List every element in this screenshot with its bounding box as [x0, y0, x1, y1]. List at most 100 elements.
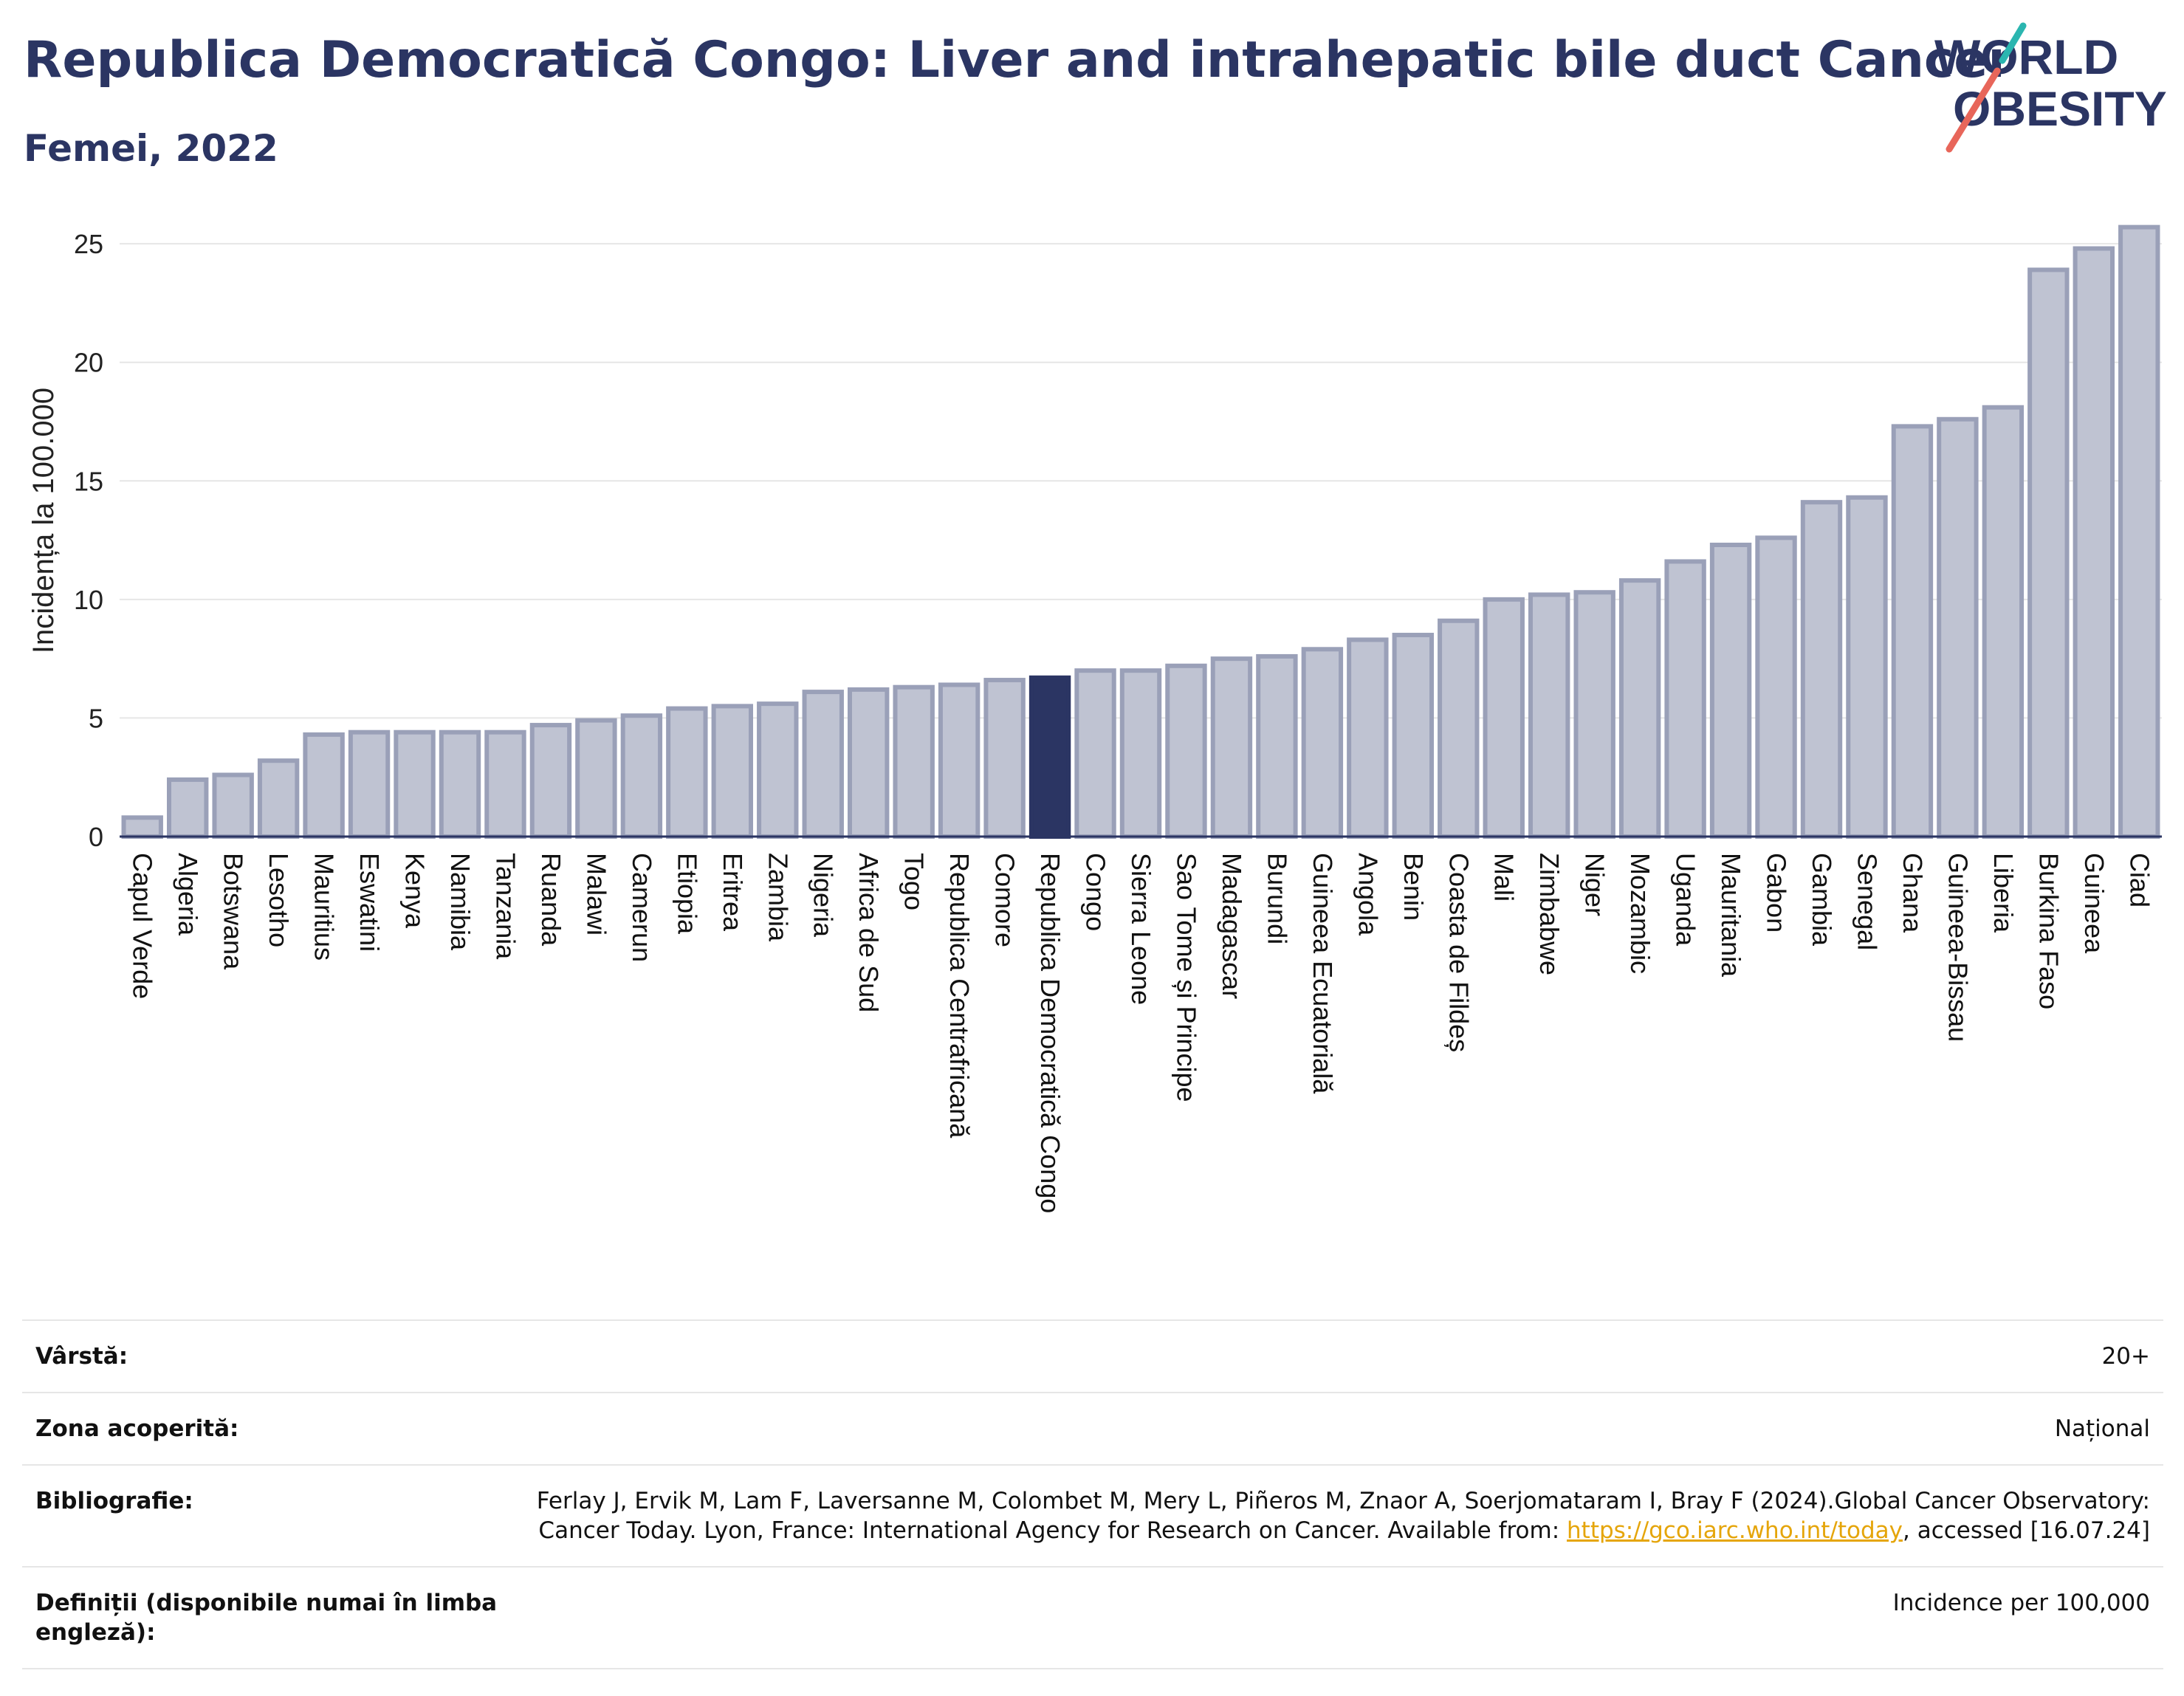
bar-camerun [620, 713, 663, 840]
x-tick-label: Madagascar [1217, 853, 1247, 999]
x-tick-label: Togo [899, 853, 930, 910]
bar-capul-verde [121, 815, 163, 840]
bar-guineea-ecuatorial- [1301, 647, 1344, 839]
bar-sao-tome-i-principe [1165, 663, 1207, 839]
bibliography-text: Ferlay J, Ervik M, Lam F, Laversanne M, … [536, 1488, 2150, 1544]
bar-niger [1573, 590, 1615, 839]
bar-mali [1483, 597, 1525, 839]
bar-uganda [1664, 559, 1706, 839]
metadata-table: Vârstă: 20+ Zona acoperită: Național Bib… [22, 1319, 2163, 1669]
logo-slash-red [1946, 67, 2001, 153]
x-tick-label: Kenya [400, 853, 430, 929]
bar-guineea-bissau [1937, 416, 1979, 839]
x-tick-label: Coasta de Fildeș [1443, 853, 1474, 1052]
bar-mozambic [1618, 578, 1661, 840]
chart-title: Republica Democratică Congo: Liver and i… [24, 31, 2013, 89]
bar-lesotho [257, 758, 300, 839]
x-tick-label: Ghana [1898, 853, 1928, 933]
x-tick-label: Guineea Ecuatorială [1308, 853, 1338, 1094]
bar-comore [983, 678, 1026, 839]
bars [120, 224, 2162, 840]
bar-gambia [1800, 500, 1843, 840]
x-tick-label: Capul Verde [128, 853, 158, 999]
bar-republica-democratic-congo [1029, 675, 1071, 839]
x-tick-label: Namibia [445, 853, 475, 951]
x-tick-label: Mauritania [1716, 853, 1746, 978]
bar-chart: 0 5 10 15 20 25 Capul Verde Algeria Botswana Les… [27, 224, 2162, 1213]
x-tick-label: Gambia [1807, 853, 1837, 947]
bibliography-label: Bibliografie: [35, 1488, 193, 1514]
x-tick-label: Mauritius [309, 853, 340, 961]
bar-tanzania [484, 729, 526, 840]
area-label: Zona acoperită: [35, 1415, 239, 1442]
bar-nigeria [802, 690, 844, 839]
bar-coasta-de-filde- [1438, 618, 1480, 839]
bar-malawi [575, 718, 617, 840]
bar-guineea [2073, 246, 2115, 839]
y-axis-label: Incidența la 100.000 [27, 388, 60, 653]
x-tick-label: Sierra Leone [1126, 853, 1156, 1005]
x-tick-label: Uganda [1671, 853, 1701, 947]
bar-ruanda [529, 723, 572, 839]
x-tick-label: Liberia [1988, 853, 2019, 933]
y-tick-label: 10 [74, 585, 103, 615]
x-tick-label: Burkina Faso [2033, 853, 2064, 1009]
x-tick-label: Zambia [763, 853, 793, 942]
x-tick-label: Gabon [1762, 853, 1792, 933]
age-label: Vârstă: [35, 1343, 128, 1370]
x-tick-label: Lesotho [264, 853, 294, 947]
x-tick-label: Republica Democratică Congo [1035, 853, 1065, 1213]
bar-kenya [394, 729, 436, 840]
bar-congo [1074, 668, 1116, 840]
world-obesity-logo: WORLD OBESITY [1934, 22, 2167, 153]
bar-sierra-leone [1119, 668, 1162, 840]
x-tick-label: Mali [1489, 853, 1519, 902]
area-value: Național [2054, 1415, 2150, 1442]
x-tick-label: Senegal [1852, 853, 1882, 950]
meta-row-age: Vârstă: 20+ [22, 1319, 2163, 1392]
bar-eswatini [348, 729, 391, 840]
x-tick-label: Tanzania [490, 853, 521, 960]
bar-gabon [1755, 535, 1797, 839]
x-tick-label: Niger [1580, 853, 1610, 916]
y-tick-label: 15 [74, 466, 103, 496]
y-tick-label: 5 [89, 703, 103, 733]
x-tick-label: Guineea-Bissau [1943, 853, 1973, 1042]
bar-ghana [1891, 424, 1934, 839]
meta-row-bibliography: Bibliografie: Ferlay J, Ervik M, Lam F, … [22, 1464, 2163, 1566]
x-tick-label: Ruanda [536, 853, 566, 947]
bibliography-value: Ferlay J, Ervik M, Lam F, Laversanne M, … [526, 1486, 2150, 1545]
x-tick-label: Etiopia [672, 853, 702, 935]
x-tick-label: Eritrea [718, 853, 748, 932]
x-tick-label: Congo [1081, 853, 1111, 931]
bibliography-link[interactable]: https://gco.iarc.who.int/today [1567, 1517, 1903, 1544]
logo-word-world: WORLD [1934, 30, 2118, 84]
bar-liberia [1982, 405, 2025, 839]
bar-zambia [757, 701, 799, 840]
y-tick-label: 0 [89, 822, 103, 852]
bar-namibia [439, 729, 481, 840]
logo-slash-teal [1999, 22, 2027, 64]
x-tick-label: Comore [990, 853, 1020, 947]
x-tick-label: Botswana [219, 853, 249, 970]
bar-mauritania [1709, 542, 1752, 839]
x-tick-label: Africa de Sud [854, 853, 884, 1012]
x-tick-label: Mozambic [1625, 853, 1655, 974]
bar-mauritius [303, 732, 345, 840]
x-tick-labels: Capul Verde Algeria Botswana Lesotho Mauriti… [128, 853, 2155, 1213]
age-value: 20+ [2101, 1343, 2150, 1370]
meta-row-area: Zona acoperită: Național [22, 1392, 2163, 1464]
definitions-label: Definiții (disponibile numai în limba en… [35, 1590, 498, 1646]
chart-subtitle: Femei, 2022 [24, 127, 278, 170]
x-tick-label: Camerun [627, 853, 657, 962]
bar-burkina-faso [2027, 267, 2070, 839]
x-tick-label: Ciad [2124, 853, 2154, 907]
bar-senegal [1846, 495, 1888, 839]
bar-algeria [166, 777, 209, 840]
x-tick-label: Zimbabwe [1534, 853, 1565, 975]
bar-benin [1392, 633, 1435, 839]
y-tick-label: 25 [74, 229, 103, 259]
bar-republica-centrafrican- [938, 682, 981, 840]
bar-togo [893, 684, 935, 840]
x-tick-label: Republica Centrafricană [944, 853, 975, 1139]
